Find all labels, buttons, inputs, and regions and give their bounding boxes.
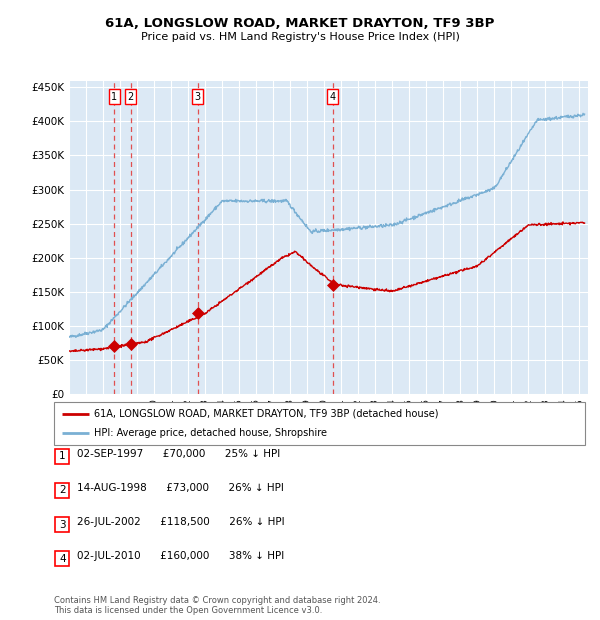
FancyBboxPatch shape xyxy=(55,483,70,498)
FancyBboxPatch shape xyxy=(55,449,70,464)
Text: 4: 4 xyxy=(59,554,66,564)
Text: 3: 3 xyxy=(59,520,66,529)
Text: 61A, LONGSLOW ROAD, MARKET DRAYTON, TF9 3BP (detached house): 61A, LONGSLOW ROAD, MARKET DRAYTON, TF9 … xyxy=(94,409,439,419)
FancyBboxPatch shape xyxy=(55,551,70,566)
FancyBboxPatch shape xyxy=(54,402,585,445)
Text: 02-JUL-2010      £160,000      38% ↓ HPI: 02-JUL-2010 £160,000 38% ↓ HPI xyxy=(77,551,284,561)
Text: 26-JUL-2002      £118,500      26% ↓ HPI: 26-JUL-2002 £118,500 26% ↓ HPI xyxy=(77,517,284,527)
Text: HPI: Average price, detached house, Shropshire: HPI: Average price, detached house, Shro… xyxy=(94,428,327,438)
Text: 2: 2 xyxy=(59,485,66,495)
Text: 02-SEP-1997      £70,000      25% ↓ HPI: 02-SEP-1997 £70,000 25% ↓ HPI xyxy=(77,449,280,459)
Text: 1: 1 xyxy=(59,451,66,461)
Text: 4: 4 xyxy=(329,92,336,102)
Text: 2: 2 xyxy=(127,92,134,102)
Text: 14-AUG-1998      £73,000      26% ↓ HPI: 14-AUG-1998 £73,000 26% ↓ HPI xyxy=(77,483,284,493)
Text: Price paid vs. HM Land Registry's House Price Index (HPI): Price paid vs. HM Land Registry's House … xyxy=(140,32,460,42)
Text: Contains HM Land Registry data © Crown copyright and database right 2024.: Contains HM Land Registry data © Crown c… xyxy=(54,596,380,604)
Text: 61A, LONGSLOW ROAD, MARKET DRAYTON, TF9 3BP: 61A, LONGSLOW ROAD, MARKET DRAYTON, TF9 … xyxy=(106,17,494,30)
Text: 1: 1 xyxy=(112,92,118,102)
Text: 3: 3 xyxy=(194,92,201,102)
Text: This data is licensed under the Open Government Licence v3.0.: This data is licensed under the Open Gov… xyxy=(54,606,322,614)
FancyBboxPatch shape xyxy=(55,517,70,532)
